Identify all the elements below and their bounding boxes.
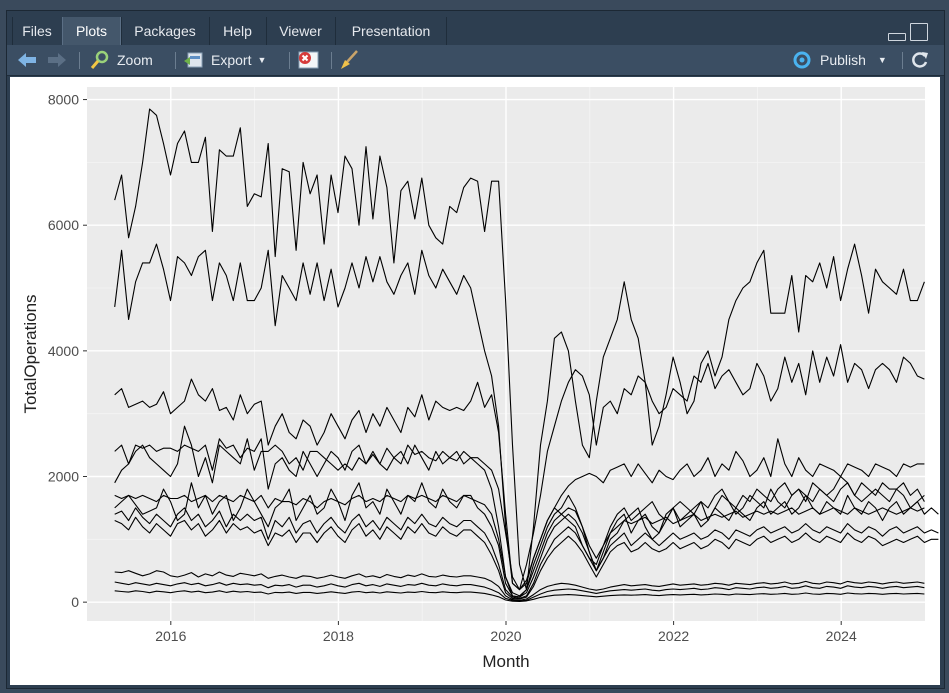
toolbar-separator	[902, 52, 903, 69]
refresh-button[interactable]	[909, 49, 933, 71]
export-label: Export	[211, 52, 252, 68]
forward-arrow-button[interactable]	[45, 49, 71, 71]
y-tick-label: 8000	[48, 92, 79, 108]
series-line-8	[114, 507, 939, 599]
refresh-icon	[912, 52, 928, 68]
tab-presentation[interactable]: Presentation	[335, 17, 447, 45]
plots-toolbar: Zoom Export ▼	[7, 45, 944, 76]
pane-window-controls	[888, 23, 932, 43]
back-arrow-button[interactable]	[15, 49, 41, 71]
chart-series-group	[114, 108, 939, 603]
toolbar-separator	[79, 52, 80, 69]
toolbar-separator	[331, 52, 332, 69]
series-line-10	[114, 570, 925, 601]
tab-files[interactable]: Files	[12, 17, 61, 45]
zoom-label: Zoom	[117, 52, 153, 68]
forward-arrow-icon	[48, 53, 66, 67]
plots-pane: Files Plots Packages Help Viewer Present…	[6, 10, 945, 689]
y-tick-label: 0	[71, 594, 79, 610]
series-line-1	[114, 108, 925, 591]
delete-plot-icon	[298, 51, 319, 69]
series-line-12	[114, 590, 925, 603]
broom-icon	[341, 50, 358, 69]
publish-button[interactable]: Publish ▼	[789, 49, 895, 71]
y-tick-label: 2000	[48, 469, 79, 485]
line-chart: 2016 2018 2020 2022 2024 0 2000 4000 6000 8000 Mo…	[21, 87, 939, 671]
series-line-9	[114, 516, 939, 600]
y-tick-label: 4000	[48, 343, 79, 359]
chart-axes: 2016 2018 2020 2022 2024 0 2000 4000 6000 8000	[48, 92, 857, 644]
series-line-11	[114, 581, 925, 602]
tab-viewer[interactable]: Viewer	[266, 17, 334, 45]
x-tick-label: 2016	[155, 628, 186, 644]
delete-plot-button[interactable]	[295, 49, 325, 71]
zoom-icon	[90, 50, 109, 69]
series-line-7	[114, 482, 939, 598]
toolbar-separator	[175, 52, 176, 69]
publish-icon	[793, 51, 811, 69]
minimize-icon[interactable]	[888, 33, 906, 41]
export-button[interactable]: Export ▼	[183, 49, 283, 71]
publish-label: Publish	[820, 52, 866, 68]
back-arrow-icon	[18, 53, 36, 67]
tab-help[interactable]: Help	[209, 17, 265, 45]
maximize-icon[interactable]	[910, 23, 928, 41]
zoom-button[interactable]: Zoom	[89, 49, 169, 71]
tab-packages[interactable]: Packages	[121, 17, 208, 45]
plot-viewer: 2016 2018 2020 2022 2024 0 2000 4000 6000 8000 Mo…	[10, 77, 940, 685]
series-line-5	[114, 425, 925, 591]
x-tick-label: 2022	[658, 628, 689, 644]
chart-gridlines	[87, 87, 925, 621]
x-tick-label: 2024	[826, 628, 857, 644]
toolbar-separator	[289, 52, 290, 69]
x-tick-label: 2020	[490, 628, 521, 644]
tab-plots[interactable]: Plots	[62, 17, 121, 45]
pane-tab-bar: Files Plots Packages Help Viewer Present…	[7, 11, 944, 45]
y-axis-title: TotalOperations	[21, 294, 40, 413]
chevron-down-icon: ▼	[877, 55, 887, 65]
export-icon	[184, 52, 203, 68]
chevron-down-icon: ▼	[257, 55, 267, 65]
clear-all-button[interactable]	[337, 49, 365, 71]
x-axis-title: Month	[482, 652, 529, 671]
x-tick-label: 2018	[323, 628, 354, 644]
y-tick-label: 6000	[48, 217, 79, 233]
